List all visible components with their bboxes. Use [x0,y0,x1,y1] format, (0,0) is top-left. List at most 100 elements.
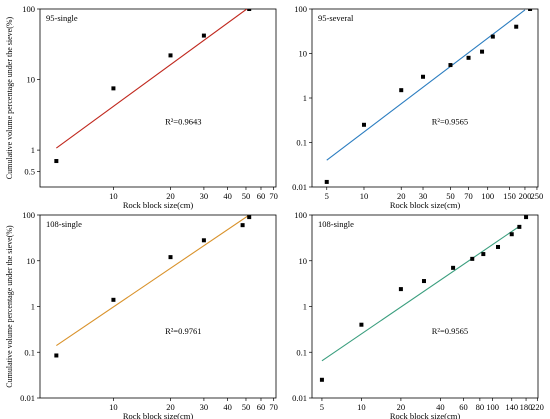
x-tick-label: 5 [325,191,329,201]
data-point [490,34,495,39]
x-tick-label: 70 [464,191,473,201]
x-tick-label: 70 [269,191,278,201]
r-squared-annotation: R²=0.9643 [165,117,201,127]
x-tick-label: 150 [503,191,516,201]
x-tick-label: 140 [505,402,518,412]
x-tick-label: 10 [109,191,118,201]
x-tick-label: 40 [223,402,232,412]
data-point [359,322,364,327]
x-tick-label: 50 [242,191,251,201]
x-tick-label: 20 [166,402,175,412]
x-tick-label: 60 [459,402,468,412]
y-tick-label: 1 [303,93,307,103]
data-point [514,24,519,29]
data-point [361,122,366,127]
data-point [54,159,59,164]
r-squared-annotation: R²=0.9565 [432,326,468,336]
data-point [247,215,252,220]
x-tick-label: 250 [531,191,544,201]
data-point [466,55,471,60]
chart-panel-1: 10 20 30 40 50 60 70 0.5 1 10 100 Rock block size(c… [5,4,278,210]
data-point [470,256,475,261]
y-tick-label: 100 [294,210,307,220]
x-tick-label: 200 [519,191,532,201]
y-tick-label: 10 [27,75,36,85]
r-squared-annotation: R²=0.9565 [432,117,468,127]
x-tick-label: 180 [520,402,533,412]
data-point [54,353,59,358]
plot-frame [39,214,277,399]
y-tick-label: 0.1 [296,138,307,148]
y-tick-label: 1 [31,145,35,155]
x-tick-label: 5 [320,402,324,412]
y-tick-label: 100 [22,210,35,220]
chart-panel-3: 10 20 30 40 50 60 70 0.01 0.1 1 10 100 Rock block si… [5,210,278,419]
data-point [201,238,206,243]
x-tick-label: 60 [257,402,266,412]
x-axis-label: Rock block size(cm) [390,200,461,210]
data-point [480,49,485,54]
x-tick-label: 10 [360,191,369,201]
data-point [509,232,514,237]
plot-frame [311,8,539,188]
data-point [398,287,403,292]
data-point [399,88,404,93]
y-tick-label: 0.1 [24,347,35,357]
y-tick-label: 100 [22,4,35,14]
panel-title: 95-single [46,13,78,23]
y-tick-label: 1 [31,302,35,312]
plot-frame [311,214,539,399]
y-axis-label: Cumulative volume percentage under the s… [5,16,14,179]
data-point [524,215,529,220]
y-axis-label: Cumulative volume percentage under the s… [5,225,14,388]
data-point [240,223,245,228]
data-point [111,297,116,302]
plot-frame [39,8,277,188]
data-point [247,9,252,11]
panel-title: 108-single [318,219,354,229]
y-tick-label: 0.1 [296,347,307,357]
data-point [319,377,324,382]
x-tick-label: 100 [486,402,499,412]
y-tick-label: 0.01 [292,182,307,192]
y-tick-label: 0.5 [24,166,35,176]
data-point [481,252,486,257]
x-tick-label: 100 [481,191,494,201]
data-point [168,53,173,58]
y-tick-label: 1 [303,302,307,312]
chart-panel-4: 5 10 20 40 60 80 100 140 1802200.010.1110100Rock… [292,210,544,419]
x-tick-label: 30 [419,191,428,201]
fit-line [321,224,522,362]
y-tick-label: 100 [294,4,307,14]
data-point [421,74,426,79]
chart-panel-2: 5 10 20 30 50 70 100 150 200 250 0.01 0.1 1 10 100 Rock… [292,4,543,210]
x-tick-label: 40 [436,402,445,412]
data-point [324,179,329,184]
y-tick-label: 0.01 [20,393,35,403]
fit-line [56,9,248,149]
x-tick-label: 30 [200,402,209,412]
y-tick-label: 10 [299,49,308,59]
x-tick-label: 30 [200,191,209,201]
x-tick-label: 20 [166,191,175,201]
x-tick-label: 50 [446,191,455,201]
x-tick-label: 40 [223,191,232,201]
data-point [517,224,522,229]
x-tick-label: 70 [269,402,278,412]
data-point [168,255,173,260]
data-point [201,33,206,38]
x-axis-label: Rock block size(cm) [123,411,194,419]
y-tick-label: 10 [27,256,36,266]
x-tick-label: 20 [397,191,406,201]
fit-line [326,9,526,161]
data-point [111,86,116,91]
x-tick-label: 20 [397,402,406,412]
x-tick-label: 80 [476,402,485,412]
fit-line [56,215,250,347]
x-axis-label: Rock block size(cm) [390,411,461,419]
panel-title: 95-several [318,13,354,23]
r-squared-annotation: R²=0.9761 [165,326,201,336]
x-tick-label: 50 [242,402,251,412]
x-tick-label: 10 [109,402,118,412]
